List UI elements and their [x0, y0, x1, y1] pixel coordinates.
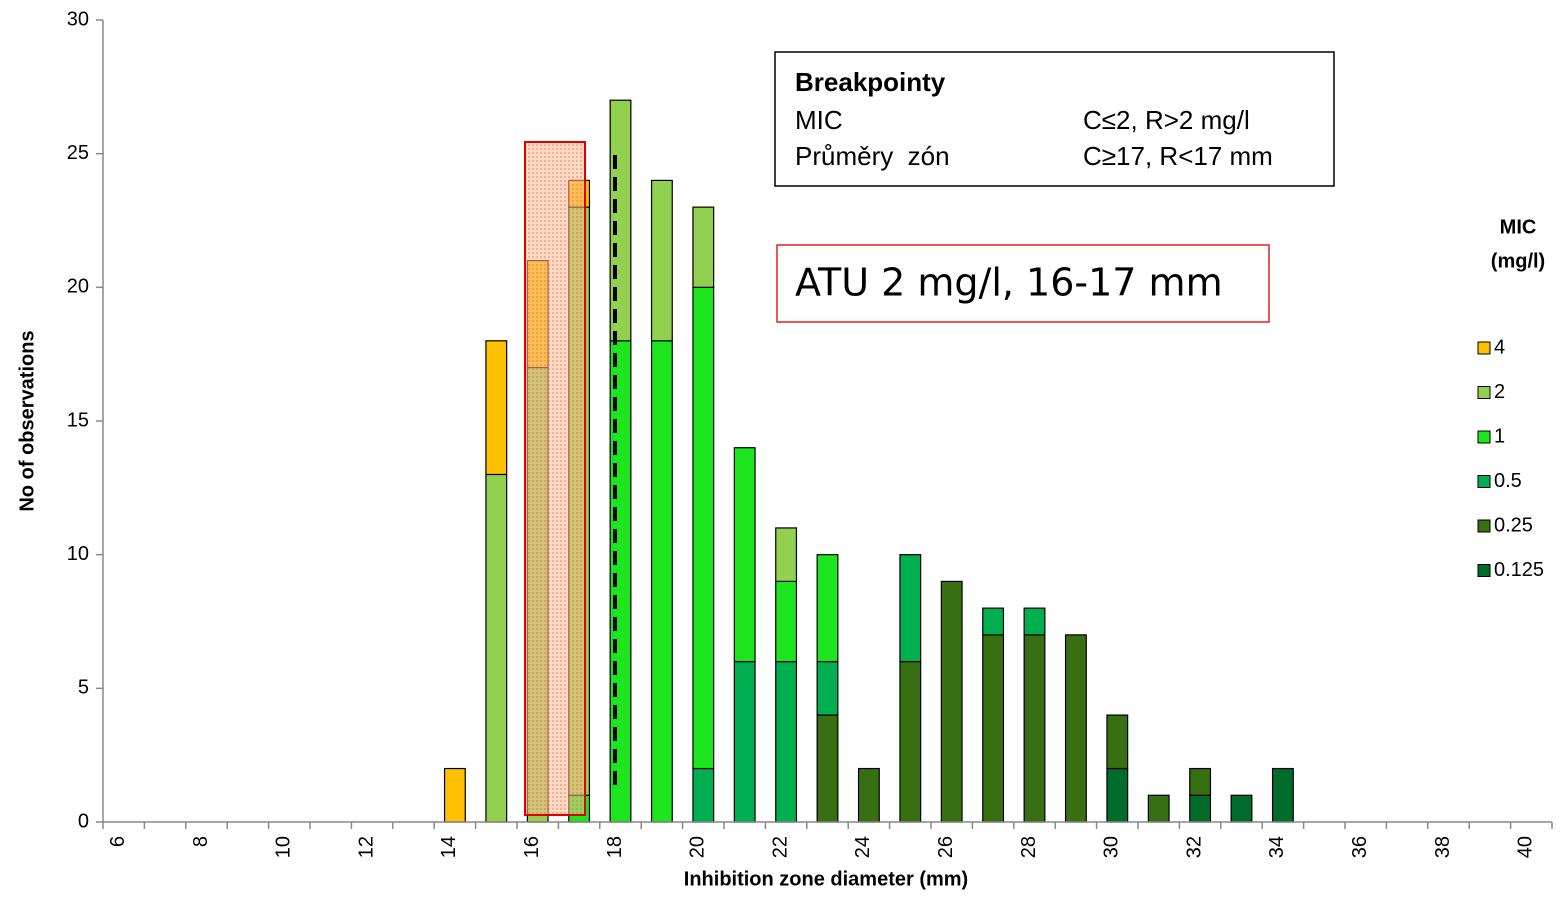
x-tick-label: 10 [273, 836, 295, 858]
x-tick-label: 26 [935, 836, 957, 858]
bar-segment [650, 179, 673, 342]
bar-segment [982, 634, 1005, 823]
bar-segment [1023, 634, 1046, 823]
x-tick-label: 34 [1266, 836, 1288, 858]
bar-segment [982, 607, 1005, 636]
y-tick-label: 0 [78, 810, 89, 832]
breakpoint-title: Breakpointy [795, 67, 946, 97]
x-tick-label: 18 [604, 836, 626, 858]
bar-segment [1189, 794, 1212, 823]
breakpoint-value: C≤2, R>2 mg/l [1083, 105, 1250, 135]
bar-segment [485, 340, 508, 476]
legend-label: 4 [1494, 336, 1505, 358]
bar-segment [940, 580, 963, 823]
x-tick-label: 14 [438, 836, 460, 858]
highlight-band [524, 141, 586, 816]
bar-segment [609, 99, 632, 342]
legend-label: 0.125 [1494, 559, 1544, 581]
x-tick-label: 36 [1349, 836, 1371, 858]
bar-segment [816, 554, 839, 663]
bar-segment [775, 660, 798, 823]
bar-segment [1064, 634, 1087, 823]
y-tick-label: 10 [67, 543, 89, 565]
bar-segment [1271, 767, 1294, 823]
bar-segment [775, 527, 798, 583]
bar-segment [857, 767, 880, 823]
bar-segment [1230, 794, 1253, 823]
x-tick-label: 40 [1515, 836, 1537, 858]
y-tick-label: 5 [78, 677, 89, 699]
highlight-label: ATU 2 mg/l, 16-17 mm [795, 261, 1223, 305]
legend-title: MIC [1500, 216, 1537, 238]
legend-swatch [1477, 519, 1491, 533]
x-axis-title: Inhibition zone diameter (mm) [684, 868, 968, 890]
bar-segment [899, 660, 922, 823]
bar-segment [1106, 714, 1129, 770]
x-tick-label: 22 [769, 836, 791, 858]
legend-swatch [1477, 341, 1491, 355]
legend-label: 2 [1494, 381, 1505, 403]
y-tick-label: 15 [67, 409, 89, 431]
legend-swatch [1477, 475, 1491, 488]
breakpoint-label: MIC [795, 105, 843, 135]
x-tick-label: 12 [355, 836, 377, 858]
y-tick-label: 30 [67, 8, 89, 30]
y-tick-label: 20 [67, 276, 89, 298]
bar-segment [1147, 794, 1170, 823]
bar-segment [692, 286, 715, 770]
x-tick-label: 8 [190, 836, 212, 847]
x-tick-label: 38 [1432, 836, 1454, 858]
legend-label: 0.25 [1494, 514, 1533, 536]
x-tick-label: 20 [687, 836, 709, 858]
breakpoint-value: C≥17, R<17 mm [1083, 141, 1273, 171]
breakpoint-label: Průměry zón [795, 141, 950, 171]
bar-segment [1189, 767, 1212, 796]
bar-segment [899, 554, 922, 663]
bar-segment [692, 206, 715, 288]
legend-swatch [1477, 386, 1491, 399]
bar-segment [816, 714, 839, 823]
legend-swatch [1477, 430, 1491, 444]
legend-label: 1 [1494, 425, 1505, 447]
bar-segment [1023, 607, 1046, 636]
highlight-box [776, 244, 1270, 323]
y-axis-title: No of observations [16, 330, 38, 511]
breakpoint-box [774, 51, 1335, 187]
bar-segment [775, 580, 798, 663]
bar-segment [733, 660, 756, 823]
x-tick-label: 28 [1018, 836, 1040, 858]
x-tick-label: 24 [852, 836, 874, 858]
x-tick-label: 16 [521, 836, 543, 858]
bar-segment [692, 767, 715, 823]
x-tick-label: 6 [107, 836, 129, 847]
bar-segment [485, 473, 508, 823]
bar-segment [650, 340, 673, 823]
y-tick-label: 25 [67, 142, 89, 164]
x-tick-label: 30 [1101, 836, 1123, 858]
x-tick-label: 32 [1183, 836, 1205, 858]
bar-segment [1106, 767, 1129, 823]
legend-swatch [1477, 564, 1491, 577]
bar-segment [443, 767, 466, 823]
legend-label: 0.5 [1494, 470, 1522, 492]
legend-title: (mg/l) [1491, 250, 1545, 272]
bar-segment [816, 660, 839, 716]
bar-segment [733, 447, 756, 663]
